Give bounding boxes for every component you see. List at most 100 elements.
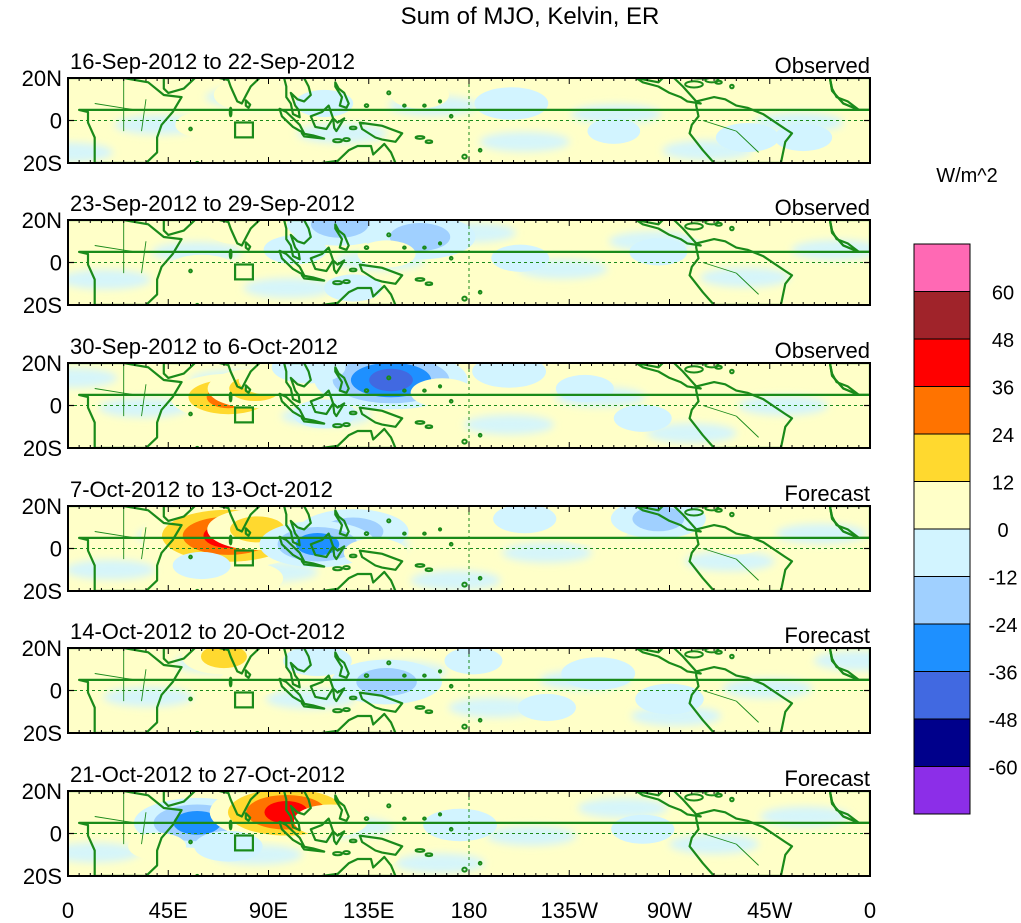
panel-5: 20N 0 20S 14-Oct-2012 to 20-Oct-2012 Forecas… [22,619,871,746]
coastline [358,121,404,143]
island [414,135,426,140]
panel-period-label: 16-Sep-2012 to 22-Sep-2012 [70,49,355,74]
y-tick-label: 0 [50,679,62,704]
coastline [162,791,197,807]
panel-4: 20N 0 20S 7-Oct-2012 to 13-Oct-2012 Forecast [22,477,871,604]
island [194,730,200,733]
island [363,103,370,108]
coastline [334,81,350,109]
island [714,221,723,227]
anomaly-contour [561,657,636,690]
anomaly-contour [410,378,474,408]
anomaly-contour [635,683,704,715]
island [402,816,407,821]
x-tick-label: 90W [647,898,692,923]
colorbar-label: -60 [989,758,1018,780]
island [332,708,343,714]
y-tick-label: 0 [50,109,62,134]
island [433,447,439,448]
island [363,673,370,678]
colorbar-swatch [913,718,971,767]
country-border [141,99,147,132]
coastlines [68,791,870,876]
island [342,707,351,713]
island [448,113,454,119]
x-axis: 0 45E 90E 135E 180 135W 90W 45W 0 [62,898,876,923]
reference-box [233,549,255,567]
island [342,422,351,428]
island [414,705,426,710]
island [461,295,468,302]
colorbar-label: 12 [992,473,1014,495]
country-border [702,548,737,560]
island [433,875,439,876]
island [332,566,343,572]
coastline [334,366,350,394]
anomaly-contour [613,404,672,432]
colorbar-label: 24 [992,425,1014,447]
coastline [244,669,252,679]
y-tick-label: 20N [22,636,62,661]
coastline [300,417,326,425]
island [422,673,427,678]
x-tick-label: 90E [249,898,288,923]
island [448,541,454,547]
anomaly-contour [497,791,566,815]
island [386,90,392,96]
reference-box [233,406,255,424]
island [433,590,439,591]
island [188,554,193,560]
island [402,103,407,108]
country-border [736,843,759,866]
island [422,816,427,821]
island [363,388,370,393]
coastline [332,830,346,846]
anomaly-contour [391,81,449,109]
island [729,225,735,232]
island [402,531,407,536]
coastline [300,845,326,853]
coastline [283,506,312,547]
coastline [320,712,397,733]
island [729,368,735,375]
x-tick-label: 180 [451,898,488,923]
island [684,650,704,659]
panel-status-label: Forecast [784,623,870,648]
island [188,839,193,845]
coastline [320,427,397,448]
coastline [358,691,404,713]
coastline [334,794,350,822]
coastline [283,363,312,404]
panel-period-label: 7-Oct-2012 to 13-Oct-2012 [70,477,333,502]
island [714,649,723,655]
coastline [283,78,312,119]
colorbar-swatch [913,338,971,387]
coastline [688,809,794,876]
island [433,304,439,305]
y-tick-label: 20S [23,864,62,889]
island [414,848,426,853]
coastline [244,99,252,109]
island [228,248,233,260]
coastline [244,812,252,822]
coastline [635,363,702,390]
country-border [141,812,147,845]
island [348,695,358,701]
coastline [635,506,702,533]
coastline [635,791,702,818]
coastline [283,791,312,832]
panel-1: 20N 0 20S 16-Sep-2012 to 22-Sep-2012 Observe… [22,49,871,176]
colorbar-units: W/m^2 [936,165,998,187]
country-border [94,673,135,681]
coastline [688,96,794,163]
island [422,388,427,393]
island [448,398,454,404]
country-border [94,531,135,539]
y-tick-label: 20N [22,66,62,91]
coastline [244,527,252,537]
country-border [702,833,737,845]
island [424,281,434,287]
island [332,423,343,429]
island [348,267,358,273]
anomaly-contour [369,368,413,392]
